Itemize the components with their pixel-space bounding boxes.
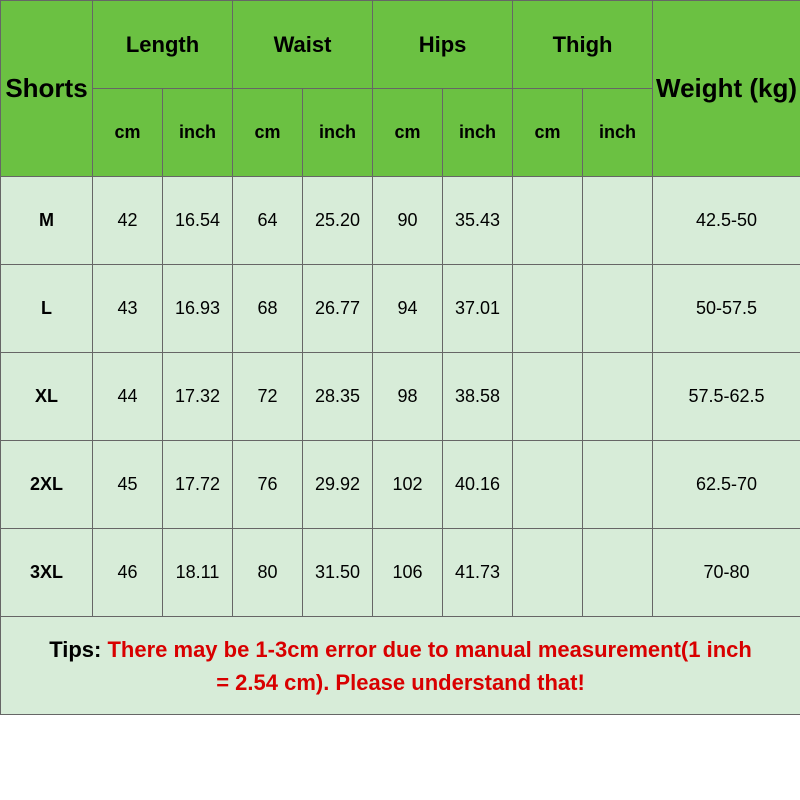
sub-thigh-cm: cm — [513, 89, 583, 177]
tips-label: Tips: — [49, 637, 107, 662]
waist-inch-cell: 31.50 — [303, 529, 373, 617]
tips-row: Tips: There may be 1-3cm error due to ma… — [1, 617, 800, 715]
thigh-cm-cell — [513, 265, 583, 353]
col-group-hips: Hips — [373, 1, 513, 89]
size-cell: 2XL — [1, 441, 93, 529]
length-inch-cell: 17.32 — [163, 353, 233, 441]
weight-cell: 70-80 — [653, 529, 800, 617]
size-chart-table: Shorts Length Waist Hips Thigh Weight (k… — [0, 0, 800, 715]
table-row: 2XL4517.727629.9210240.16 62.5-70 — [1, 441, 800, 529]
waist-cm-cell: 72 — [233, 353, 303, 441]
hips-inch-cell: 37.01 — [443, 265, 513, 353]
tips-cell: Tips: There may be 1-3cm error due to ma… — [1, 617, 800, 715]
length-cm-cell: 44 — [93, 353, 163, 441]
tips-text: There may be 1-3cm error due to manual m… — [107, 637, 751, 695]
hips-inch-cell: 38.58 — [443, 353, 513, 441]
hips-inch-cell: 41.73 — [443, 529, 513, 617]
length-cm-cell: 46 — [93, 529, 163, 617]
col-group-waist: Waist — [233, 1, 373, 89]
waist-cm-cell: 80 — [233, 529, 303, 617]
weight-cell: 50-57.5 — [653, 265, 800, 353]
sub-length-inch: inch — [163, 89, 233, 177]
weight-cell: 62.5-70 — [653, 441, 800, 529]
waist-inch-cell: 26.77 — [303, 265, 373, 353]
waist-inch-cell: 28.35 — [303, 353, 373, 441]
table-row: 3XL4618.118031.5010641.73 70-80 — [1, 529, 800, 617]
sub-hips-cm: cm — [373, 89, 443, 177]
thigh-cm-cell — [513, 177, 583, 265]
weight-cell: 57.5-62.5 — [653, 353, 800, 441]
length-cm-cell: 43 — [93, 265, 163, 353]
hips-cm-cell: 102 — [373, 441, 443, 529]
thigh-inch-cell — [583, 177, 653, 265]
waist-cm-cell: 68 — [233, 265, 303, 353]
hips-cm-cell: 98 — [373, 353, 443, 441]
weight-cell: 42.5-50 — [653, 177, 800, 265]
hips-inch-cell: 35.43 — [443, 177, 513, 265]
sub-hips-inch: inch — [443, 89, 513, 177]
waist-inch-cell: 29.92 — [303, 441, 373, 529]
thigh-inch-cell — [583, 529, 653, 617]
waist-cm-cell: 64 — [233, 177, 303, 265]
col-weight: Weight (kg) — [653, 1, 800, 177]
sub-length-cm: cm — [93, 89, 163, 177]
waist-cm-cell: 76 — [233, 441, 303, 529]
thigh-cm-cell — [513, 529, 583, 617]
length-inch-cell: 16.54 — [163, 177, 233, 265]
thigh-inch-cell — [583, 353, 653, 441]
hips-cm-cell: 94 — [373, 265, 443, 353]
hips-cm-cell: 90 — [373, 177, 443, 265]
table-header: Shorts Length Waist Hips Thigh Weight (k… — [1, 1, 800, 177]
col-group-length: Length — [93, 1, 233, 89]
thigh-cm-cell — [513, 353, 583, 441]
hips-cm-cell: 106 — [373, 529, 443, 617]
length-inch-cell: 16.93 — [163, 265, 233, 353]
table-row: L4316.936826.779437.01 50-57.5 — [1, 265, 800, 353]
length-cm-cell: 42 — [93, 177, 163, 265]
table-row: XL4417.327228.359838.58 57.5-62.5 — [1, 353, 800, 441]
hips-inch-cell: 40.16 — [443, 441, 513, 529]
length-cm-cell: 45 — [93, 441, 163, 529]
thigh-inch-cell — [583, 441, 653, 529]
sub-thigh-inch: inch — [583, 89, 653, 177]
length-inch-cell: 18.11 — [163, 529, 233, 617]
size-cell: XL — [1, 353, 93, 441]
sub-waist-inch: inch — [303, 89, 373, 177]
thigh-cm-cell — [513, 441, 583, 529]
size-cell: 3XL — [1, 529, 93, 617]
table-body: M4216.546425.209035.4342.5-50L4316.93682… — [1, 177, 800, 617]
size-cell: L — [1, 265, 93, 353]
length-inch-cell: 17.72 — [163, 441, 233, 529]
corner-title: Shorts — [1, 1, 93, 177]
sub-waist-cm: cm — [233, 89, 303, 177]
col-group-thigh: Thigh — [513, 1, 653, 89]
table-row: M4216.546425.209035.43 42.5-50 — [1, 177, 800, 265]
thigh-inch-cell — [583, 265, 653, 353]
size-cell: M — [1, 177, 93, 265]
waist-inch-cell: 25.20 — [303, 177, 373, 265]
